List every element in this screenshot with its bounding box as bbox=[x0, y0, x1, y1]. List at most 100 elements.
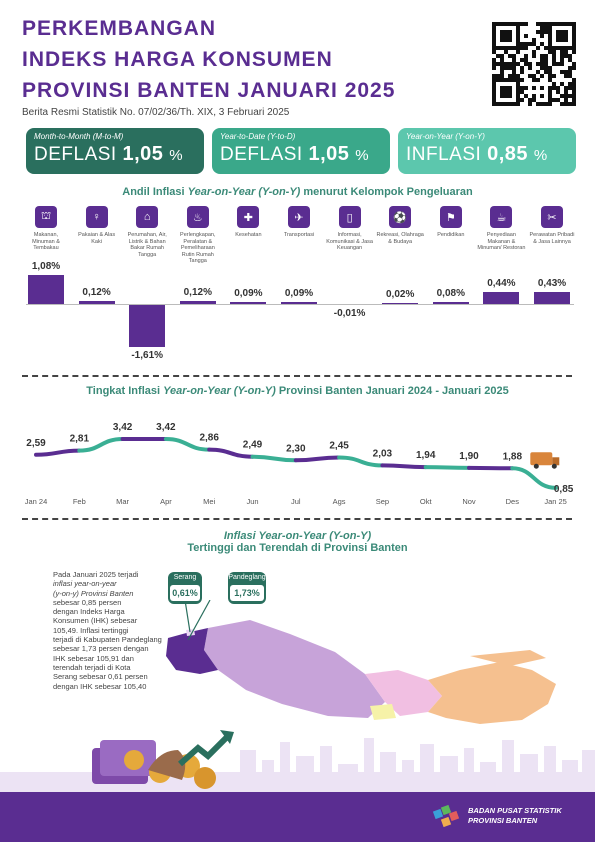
bar-mark bbox=[129, 304, 166, 348]
card-yoy-kind: INFLASI bbox=[406, 144, 482, 165]
bps-name: BADAN PUSAT STATISTIK PROVINSI BANTEN bbox=[468, 806, 562, 826]
map-title-line-1: Inflasi Year-on-Year (Y-on-Y) bbox=[223, 530, 372, 542]
map-east-java bbox=[428, 662, 556, 724]
map-title-line-2: Tertinggi dan Terendah di Provinsi Bante… bbox=[187, 542, 408, 554]
bar-category-label: Perumahan, Air, Listrik & Bahan Bakar Ru… bbox=[127, 232, 167, 258]
bar-value-label: -0,01% bbox=[333, 308, 366, 319]
para-line: 105,49. Inflasi tertinggi bbox=[53, 625, 129, 635]
bar-value-label: 0,12% bbox=[183, 286, 212, 298]
para-line: IHK sebesar 105,91 dan bbox=[53, 653, 134, 663]
para-line: dengan IHK sebesar 105,40 bbox=[53, 681, 147, 691]
card-yoy-label: Year-on-Year (Y-on-Y) bbox=[406, 132, 485, 141]
food-tray-icon: ☕ bbox=[490, 206, 513, 228]
map-leader-pandeglang bbox=[187, 600, 211, 641]
bar-title-em: Year-on-Year (Y-on-Y) bbox=[187, 186, 301, 198]
line-value-label: 3,42 bbox=[156, 422, 176, 433]
money-illustration bbox=[92, 730, 234, 789]
line-segment bbox=[163, 437, 212, 452]
line-segment bbox=[293, 455, 342, 463]
page-title: PERKEMBANGAN INDEKS HARGA KONSUMEN PROVI… bbox=[22, 16, 395, 104]
line-segment bbox=[510, 466, 558, 490]
section-divider-1 bbox=[22, 375, 572, 377]
para-line: Serang sebesar 0,61 persen bbox=[53, 672, 148, 682]
badge-serang-value: 0,61% bbox=[170, 585, 200, 601]
bar-title-post: menurut Kelompok Pengeluaran bbox=[300, 186, 473, 198]
line-value-label: 2,45 bbox=[329, 440, 349, 451]
para-line: (y-on-y) Provinsi Banten bbox=[53, 588, 134, 598]
map-yogyakarta bbox=[370, 704, 396, 720]
line-segment bbox=[77, 437, 125, 453]
line-segment bbox=[380, 463, 428, 470]
first-aid-icon: ✚ bbox=[237, 206, 260, 228]
map-madura bbox=[470, 650, 546, 666]
map-central-java bbox=[365, 670, 442, 716]
smartphone-icon: ▯ bbox=[338, 206, 361, 228]
bar-mark bbox=[483, 292, 520, 304]
badge-serang: Serang 0,61% bbox=[168, 572, 202, 604]
title-line-1: PERKEMBANGAN bbox=[22, 17, 217, 40]
line-value-label: 2,03 bbox=[373, 448, 393, 459]
line-value-label: 3,42 bbox=[113, 422, 133, 433]
line-x-tick-label: Feb bbox=[73, 497, 86, 506]
badge-pandeglang-value: 1,73% bbox=[230, 585, 264, 601]
graduation-cap-icon: ⚑ bbox=[439, 206, 462, 228]
bar-value-label: 0,09% bbox=[234, 287, 263, 299]
line-x-tick-label: Apr bbox=[160, 497, 172, 506]
para-line: Pada Januari 2025 terjadi bbox=[53, 570, 139, 579]
bar-category-label: Kesehatan bbox=[235, 232, 262, 238]
line-title-em: Year-on-Year (Y-on-Y) bbox=[163, 385, 276, 397]
line-segment bbox=[337, 455, 385, 468]
bar-value-label: 0,12% bbox=[82, 286, 111, 298]
line-value-label: 2,86 bbox=[199, 433, 219, 444]
release-subtitle: Berita Resmi Statistik No. 07/02/36/Th. … bbox=[22, 107, 290, 118]
line-value-label: 1,90 bbox=[459, 451, 479, 462]
map-west-java bbox=[204, 620, 385, 718]
card-mtm-label: Month-to-Month (M-to-M) bbox=[34, 132, 124, 141]
bar-value-label: 0,02% bbox=[386, 289, 415, 301]
line-title-pre: Tingkat Inflasi bbox=[86, 385, 164, 397]
line-value-label: 2,30 bbox=[286, 443, 306, 454]
line-segment bbox=[250, 454, 298, 463]
title-line-2: INDEKS HARGA KONSUMEN bbox=[22, 48, 333, 71]
bar-value-label: 0,09% bbox=[284, 287, 314, 299]
qr-code-icon[interactable] bbox=[492, 22, 576, 106]
bar-value-label: 0,43% bbox=[537, 278, 567, 290]
bps-line-2: PROVINSI BANTEN bbox=[468, 816, 538, 825]
line-x-tick-label: Mar bbox=[116, 497, 129, 506]
line-segment bbox=[34, 448, 82, 457]
line-value-label: 1,88 bbox=[503, 451, 523, 462]
bar-category-label: Penyediaan Makanan & Minuman/ Restoran bbox=[477, 232, 526, 251]
card-yoy-value: 0,85 bbox=[487, 143, 529, 165]
bar-value-label: 1,08% bbox=[31, 260, 61, 272]
house-icon: ⌂ bbox=[136, 206, 159, 228]
title-line-3: PROVINSI BANTEN JANUARI 2025 bbox=[22, 79, 396, 102]
card-ytd-value: 1,05 bbox=[308, 143, 350, 165]
para-line: sebesar 1,73 persen dengan bbox=[53, 644, 149, 654]
para-line: sebesar 0,85 persen bbox=[53, 597, 122, 607]
badge-pandeglang: Pandeglang 1,73% bbox=[228, 572, 266, 604]
card-mtm-value: 1,05 bbox=[122, 143, 164, 165]
line-value-label: 2,81 bbox=[70, 434, 90, 445]
line-x-tick-label: Ags bbox=[333, 497, 346, 506]
line-title-post: Provinsi Banten Januari 2024 - Januari 2… bbox=[275, 385, 509, 397]
bar-mark bbox=[78, 300, 115, 304]
line-x-tick-label: Jan 24 bbox=[25, 497, 48, 506]
skyline-illustration bbox=[0, 730, 595, 792]
bar-value-label: 0,44% bbox=[487, 278, 516, 290]
fire-extinguisher-icon: ♨ bbox=[186, 206, 209, 228]
line-chart-title: Tingkat Inflasi Year-on-Year (Y-on-Y) Pr… bbox=[0, 385, 595, 397]
bar-category-label: Transportasi bbox=[283, 232, 315, 238]
summary-paragraph: Pada Januari 2025 terjadi inflasi year-o… bbox=[53, 570, 162, 691]
line-value-label: 0,85 bbox=[554, 484, 574, 495]
bar-category-label: Perawatan Pribadi & Jasa Lainnya bbox=[529, 232, 575, 245]
badge-pandeglang-name: Pandeglang bbox=[228, 574, 266, 581]
airplane-icon: ✈ bbox=[288, 206, 310, 228]
para-line: terendah terjadi di Kota bbox=[53, 662, 131, 672]
line-chart: 2,59 Jan 24 2,81 Feb 3,42 Mar 3,42 Apr 2,86 Mei 2,… bbox=[25, 422, 574, 506]
para-line: inflasi year-on-year bbox=[53, 579, 117, 589]
bar-category-label: Perlengkapan, Peralatan & Pemeliharaan R… bbox=[180, 232, 216, 264]
bar-category-label: Informasi, Komunikasi & Jasa Keuangan bbox=[326, 232, 373, 251]
bar-mark bbox=[432, 301, 469, 304]
food-basket-icon: ⛫ bbox=[35, 206, 57, 228]
section-divider-2 bbox=[22, 518, 572, 520]
